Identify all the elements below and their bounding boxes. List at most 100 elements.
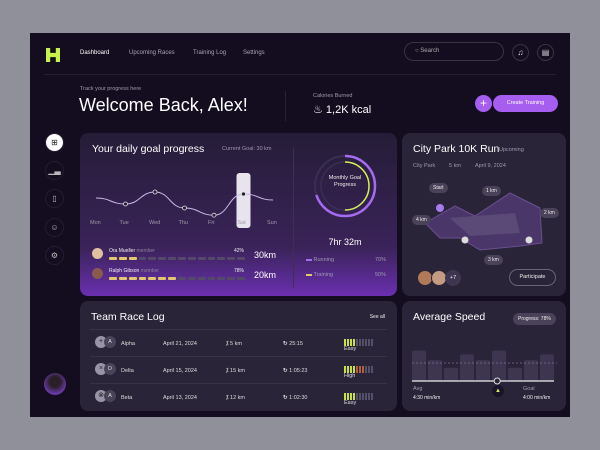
distance: ⁒ 5 km [226, 341, 242, 347]
running-label: Running [313, 257, 335, 263]
duration: ↻ 1:02:30 [283, 395, 308, 401]
intensity-level: High [344, 366, 387, 379]
marker-1km: 1 km [482, 186, 501, 196]
speed-bar [508, 367, 522, 381]
more-participants: +7 [445, 270, 461, 286]
notification-bell-icon[interactable]: ♫ [512, 44, 529, 61]
goal-title: Your daily goal progress [92, 143, 205, 155]
training-arc [320, 161, 370, 211]
speed-bar [476, 360, 490, 381]
nav-settings[interactable]: Settings [243, 50, 265, 56]
member-progress-bar [109, 277, 246, 280]
goal-value: 4:00 min/km [523, 395, 551, 401]
intensity-meter [344, 339, 373, 346]
goal-point [241, 191, 246, 197]
table-row[interactable]: × D Delta April 15, 2024 ⁒ 15 km ↻ 1:05:… [90, 356, 387, 383]
day-label: Tue [119, 220, 129, 226]
member-distance: 20km [254, 270, 277, 280]
speed-bar [460, 354, 474, 381]
team-name: Alpha [121, 341, 136, 347]
distance: ⁒ 15 km [226, 368, 245, 374]
nav-upcoming-races[interactable]: Upcoming Races [129, 50, 175, 56]
calendar-icon[interactable]: ▤ [537, 44, 554, 61]
daily-goal-card: Your daily goal progress Current Goal: 3… [80, 133, 397, 296]
goal-point [211, 212, 217, 218]
divider [285, 91, 286, 121]
race-route-map [424, 192, 543, 251]
member-role: member [136, 248, 155, 254]
day-label: Sat [237, 220, 246, 226]
speed-title: Average Speed [413, 311, 486, 323]
route-icon: ⁒ [226, 395, 229, 401]
running-swatch [306, 258, 312, 261]
sidebar-clipboard-icon[interactable]: ▯ [45, 189, 64, 208]
avg-value: 4:30 min/km [413, 395, 441, 401]
user-avatar[interactable] [44, 373, 66, 395]
race-date: April 13, 2024 [163, 395, 197, 401]
team-name: Delta [121, 368, 134, 374]
member-avatar [92, 248, 103, 259]
goal-point [182, 205, 187, 211]
nav-dashboard[interactable]: Dashboard [80, 50, 110, 56]
avg-label: Avg [413, 386, 423, 392]
race-date: April 9, 2024 [475, 163, 506, 169]
race-distance: 5 km [449, 163, 461, 169]
marker-2km: 2 km [540, 208, 559, 218]
calories-label: Calories Burned [313, 93, 353, 99]
speed-progress-badge: Progress: 78% [513, 313, 556, 325]
team-race-log-card: Team Race Log See all + A Alpha April 21… [80, 301, 397, 411]
day-label: Thu [178, 220, 188, 226]
training-percent: 50% [374, 272, 386, 278]
route-icon: ⁒ [226, 368, 229, 374]
monthly-goal-ring [313, 154, 377, 218]
day-label: Mon [90, 220, 101, 226]
marker-start: Start [429, 183, 448, 193]
ring-label: Monthly Goal Progress [328, 175, 362, 188]
table-row[interactable]: + A Alpha April 21, 2024 ⁒ 5 km ↻ 25:15 … [90, 329, 387, 356]
running-arc [313, 154, 377, 218]
flame-icon: ♨ [313, 104, 326, 116]
search-placeholder: Search [420, 48, 440, 54]
speed-bar [524, 360, 538, 381]
sidebar-bar-chart-icon[interactable]: ▁▃ [45, 161, 64, 180]
running-percent: 70% [374, 257, 386, 263]
day-label: Wed [149, 220, 161, 226]
create-training-button[interactable]: Create Training [493, 95, 558, 112]
app-window: Dashboard Upcoming Races Training Log Se… [30, 33, 570, 417]
day-label: Sun [267, 220, 277, 226]
member-role: member [140, 268, 160, 274]
page-title: Welcome Back, Alex! [79, 95, 248, 115]
add-icon[interactable]: + [475, 95, 492, 112]
race-card: City Park 10K Run Upcoming City Park 5 k… [402, 133, 566, 296]
goal-point [123, 201, 128, 207]
member-name: Ralph Gibson member [109, 268, 160, 274]
intensity-meter [344, 366, 373, 373]
search-icon: ○ [415, 48, 421, 54]
see-all-link[interactable]: See all [369, 314, 385, 320]
log-title: Team Race Log [91, 311, 165, 323]
nav-training-log[interactable]: Training Log [193, 50, 227, 56]
sidebar-team-icon[interactable]: ☺ [45, 218, 64, 237]
divider [293, 148, 294, 288]
race-status: Upcoming [499, 147, 524, 153]
race-location: City Park [413, 163, 436, 169]
member-progress-bar [109, 257, 246, 260]
team-initial: D [104, 363, 116, 375]
training-label: Training [313, 272, 334, 278]
sidebar-settings-icon[interactable]: ⚙ [45, 246, 64, 265]
search-input[interactable]: ○ Search [404, 42, 504, 61]
team-name: Beta [121, 395, 133, 401]
day-label: Fri [208, 220, 215, 226]
speed-bar [444, 367, 458, 381]
distance: ⁒ 12 km [226, 395, 245, 401]
training-swatch [306, 273, 312, 276]
header-subtitle: Track your progress here [80, 86, 142, 92]
table-row[interactable]: ⊗ A Beta April 13, 2024 ⁒ 12 km ↻ 1:02:3… [90, 383, 387, 410]
race-title: City Park 10K Run [413, 143, 500, 155]
logo [46, 48, 60, 62]
average-speed-card: Average Speed Progress: 78% Avg 4:30 min… [402, 301, 566, 411]
participate-button[interactable]: Participate [509, 269, 556, 286]
sidebar-grid-icon[interactable]: ⊞ [45, 133, 64, 152]
goal-point [152, 189, 158, 195]
member-name: Ora Mueller member [109, 248, 155, 254]
